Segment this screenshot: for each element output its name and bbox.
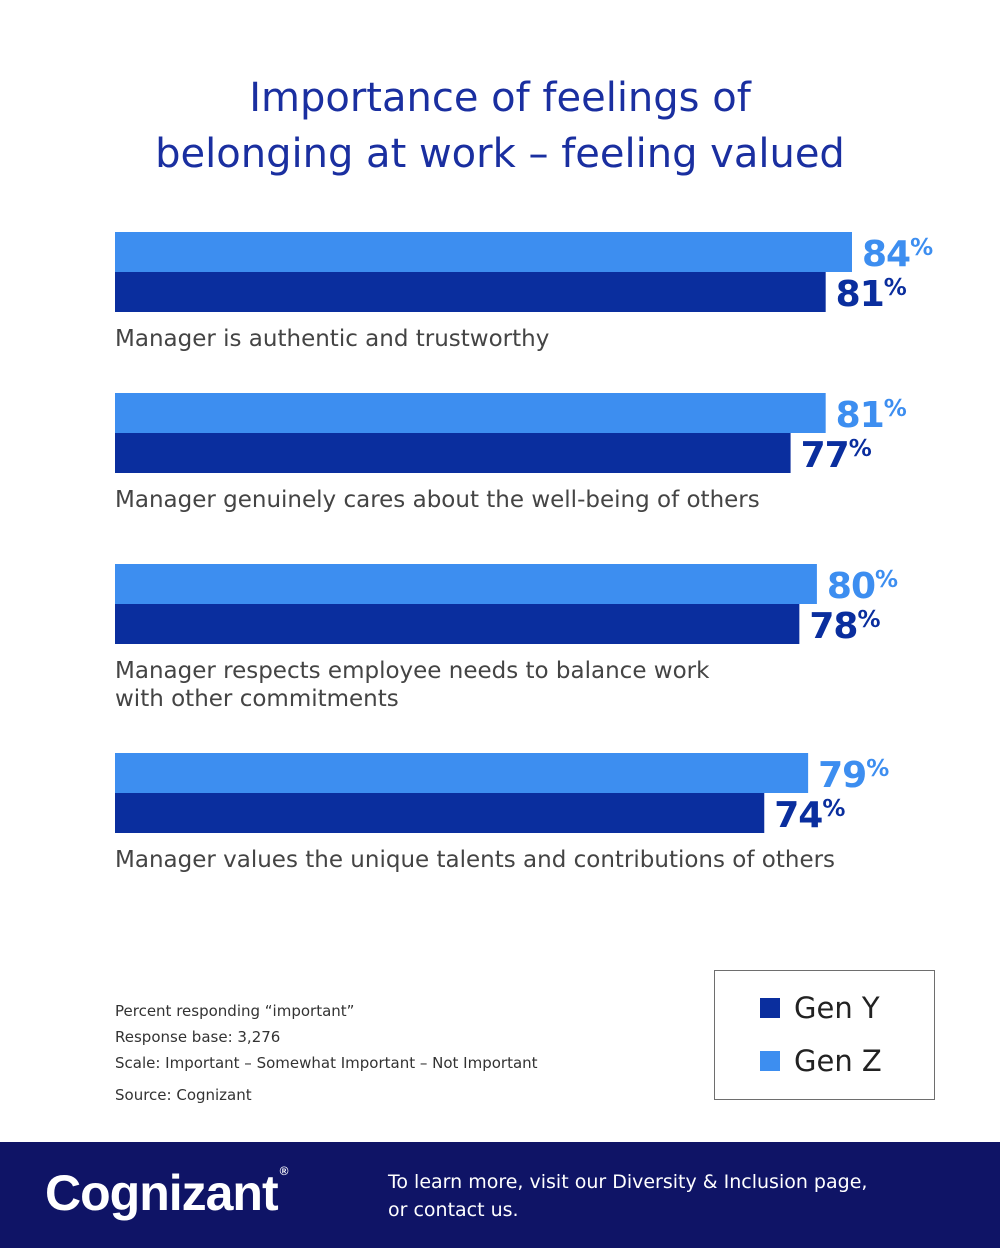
source-note: Source: Cognizant [115, 1086, 252, 1104]
bar-gen-z-1 [115, 232, 852, 272]
bar-chart: 84%81%Manager is authentic and trustwort… [115, 232, 934, 873]
data-label-gen-y-3: 78% [809, 606, 880, 647]
bar-gen-y-4 [115, 793, 765, 833]
legend-item-gen-y: Gen Y [760, 991, 880, 1025]
footer-banner: Cognizant ® To learn more, visit our Dive… [0, 1142, 1000, 1248]
chart-title-line-1: Importance of feelings of [249, 75, 751, 121]
category-label-3-line-2: with other commitments [115, 686, 399, 712]
data-label-gen-y-4: 74% [774, 795, 845, 836]
note-line-1: Percent responding “important” [115, 1002, 355, 1020]
data-label-gen-z-2: 81% [836, 395, 907, 436]
bar-gen-z-4 [115, 753, 809, 793]
bar-gen-z-2 [115, 393, 826, 433]
registered-mark: ® [279, 1164, 289, 1178]
data-label-gen-y-1: 81% [836, 274, 907, 315]
legend: Gen Y Gen Z [714, 970, 935, 1100]
note-line-3: Scale: Important – Somewhat Important – … [115, 1054, 538, 1072]
chart-title: Importance of feelings of belonging at w… [0, 70, 1000, 182]
legend-swatch-gen-y [760, 998, 780, 1018]
category-label-4: Manager values the unique talents and co… [115, 847, 835, 873]
data-label-gen-y-2: 77% [801, 435, 872, 476]
bar-gen-y-1 [115, 272, 826, 312]
category-label-3-line-1: Manager respects employee needs to balan… [115, 658, 710, 684]
legend-label-gen-y: Gen Y [794, 991, 880, 1025]
category-label-2: Manager genuinely cares about the well-b… [115, 487, 760, 513]
data-label-gen-z-3: 80% [827, 566, 898, 607]
bar-gen-y-3 [115, 604, 800, 644]
footer-cta[interactable]: To learn more, visit our Diversity & Inc… [388, 1168, 867, 1224]
legend-label-gen-z: Gen Z [794, 1044, 882, 1078]
footer-cta-line-2: or contact us. [388, 1199, 519, 1221]
chart-notes: Percent responding “important” Response … [115, 998, 538, 1108]
cognizant-logo[interactable]: Cognizant ® [45, 1164, 289, 1222]
data-label-gen-z-4: 79% [818, 755, 889, 796]
legend-swatch-gen-z [760, 1051, 780, 1071]
data-label-gen-z-1: 84% [862, 234, 933, 275]
category-label-1: Manager is authentic and trustworthy [115, 326, 549, 352]
note-line-2: Response base: 3,276 [115, 1028, 281, 1046]
logo-text: Cognizant [45, 1165, 279, 1221]
bar-gen-y-2 [115, 433, 791, 473]
footer-cta-line-1: To learn more, visit our Diversity & Inc… [388, 1171, 868, 1193]
bar-gen-z-3 [115, 564, 817, 604]
legend-item-gen-z: Gen Z [760, 1044, 882, 1078]
chart-title-line-2: belonging at work – feeling valued [155, 131, 845, 177]
